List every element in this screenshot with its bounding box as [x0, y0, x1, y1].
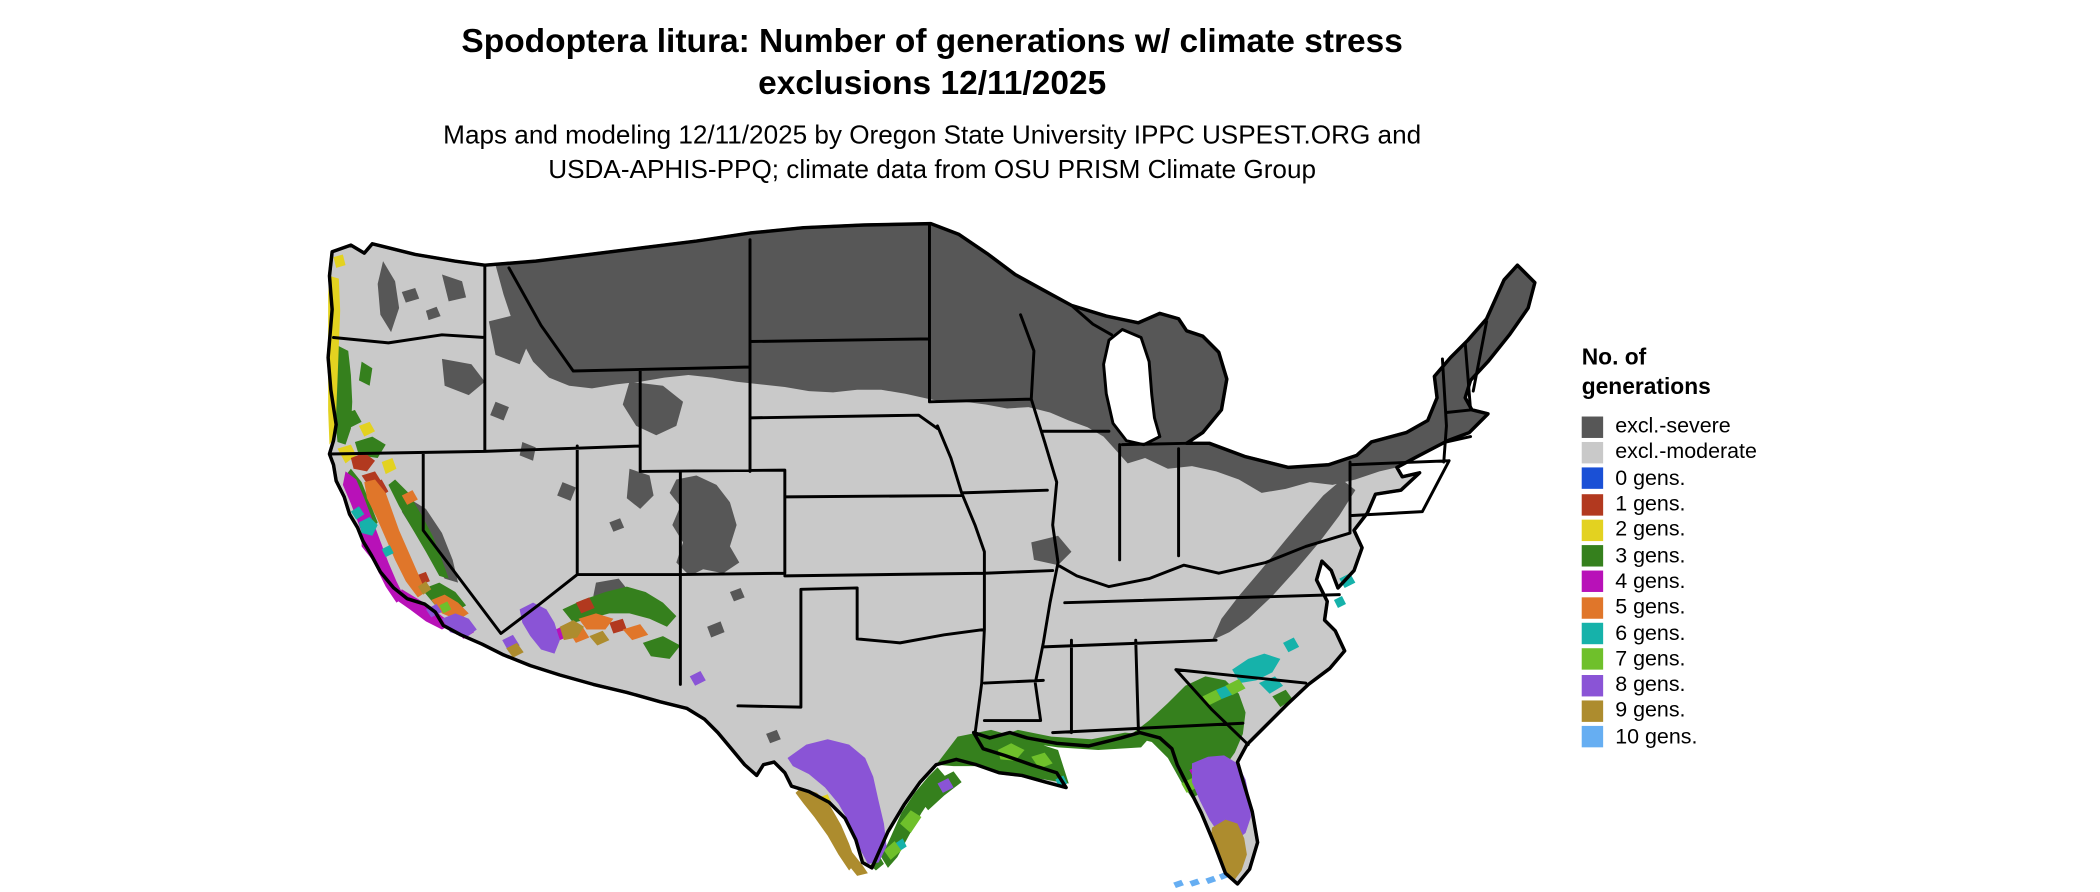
legend-color-swatch [1581, 571, 1604, 593]
legend-item: 3 gens. [1581, 543, 1757, 569]
legend-item-label: 6 gens. [1615, 622, 1686, 645]
legend-color-swatch [1581, 467, 1604, 490]
subtitle-line1: Maps and modeling 12/11/2025 by Oregon S… [443, 120, 1422, 151]
legend-item-label: excl.-severe [1615, 415, 1731, 439]
legend-item: 9 gens. [1581, 698, 1757, 724]
legend-item: 6 gens. [1581, 621, 1757, 647]
page-subtitle: Maps and modeling 12/11/2025 by Oregon S… [0, 118, 1864, 188]
legend-color-swatch [1581, 700, 1604, 722]
legend-item: 4 gens. [1581, 569, 1757, 595]
legend-item-label: 4 gens. [1615, 570, 1686, 594]
legend-color-swatch [1581, 622, 1604, 645]
legend-title-line2: generations [1581, 373, 1711, 400]
region-10-gens-florida-keys [1173, 871, 1229, 888]
legend-items: excl.-severe excl.-moderate 0 gens. 1 ge… [1581, 414, 1757, 750]
state-borders [327, 223, 1489, 747]
legend-color-swatch [1581, 596, 1604, 619]
legend-item-label: 10 gens. [1615, 725, 1698, 749]
legend-item-label: 2 gens. [1615, 518, 1686, 542]
legend-color-swatch [1581, 674, 1604, 696]
legend-item: excl.-moderate [1581, 440, 1757, 466]
legend-item-label: 8 gens. [1615, 673, 1686, 697]
legend-title: No. of generations [1582, 343, 1757, 402]
legend-title-line1: No. of [1581, 344, 1647, 370]
legend-item: 0 gens. [1581, 466, 1757, 492]
figure-header: Spodoptera litura: Number of generations… [0, 21, 1864, 187]
legend-item-label: 9 gens. [1615, 699, 1686, 723]
legend-item: 5 gens. [1581, 595, 1757, 621]
legend-item-label: 3 gens. [1615, 544, 1686, 568]
legend-item-label: 0 gens. [1615, 467, 1686, 490]
legend-color-swatch [1581, 545, 1604, 567]
legend: No. of generations excl.-severe excl.-mo… [1581, 343, 1757, 750]
region-5-gens [364, 479, 649, 643]
region-9-gens [417, 581, 1247, 882]
legend-color-swatch [1581, 519, 1604, 541]
legend-item-label: 1 gens. [1615, 492, 1686, 516]
title-line1: Spodoptera litura: Number of generations… [461, 22, 1403, 61]
legend-color-swatch [1581, 416, 1604, 438]
legend-item: 2 gens. [1581, 517, 1757, 543]
subtitle-line2: USDA-APHIS-PPQ; climate data from OSU PR… [548, 155, 1317, 185]
legend-color-swatch [1581, 441, 1604, 464]
legend-item: 10 gens. [1581, 724, 1757, 750]
legend-item-label: 7 gens. [1615, 647, 1686, 671]
legend-item: 1 gens. [1581, 491, 1757, 517]
legend-color-swatch [1581, 493, 1604, 516]
title-line2: exclusions 12/11/2025 [758, 64, 1107, 102]
page-title: Spodoptera litura: Number of generations… [0, 21, 1864, 104]
legend-item-label: excl.-moderate [1615, 441, 1757, 464]
us-outline-stroke [326, 221, 1537, 886]
legend-color-swatch [1581, 648, 1604, 671]
legend-item-label: 5 gens. [1615, 596, 1686, 620]
region-excl-severe [377, 223, 1535, 744]
legend-item: 8 gens. [1581, 672, 1757, 698]
legend-item: 7 gens. [1581, 646, 1757, 672]
legend-color-swatch [1581, 726, 1604, 748]
region-3-gens [334, 345, 1293, 871]
legend-item: excl.-severe [1581, 414, 1757, 440]
